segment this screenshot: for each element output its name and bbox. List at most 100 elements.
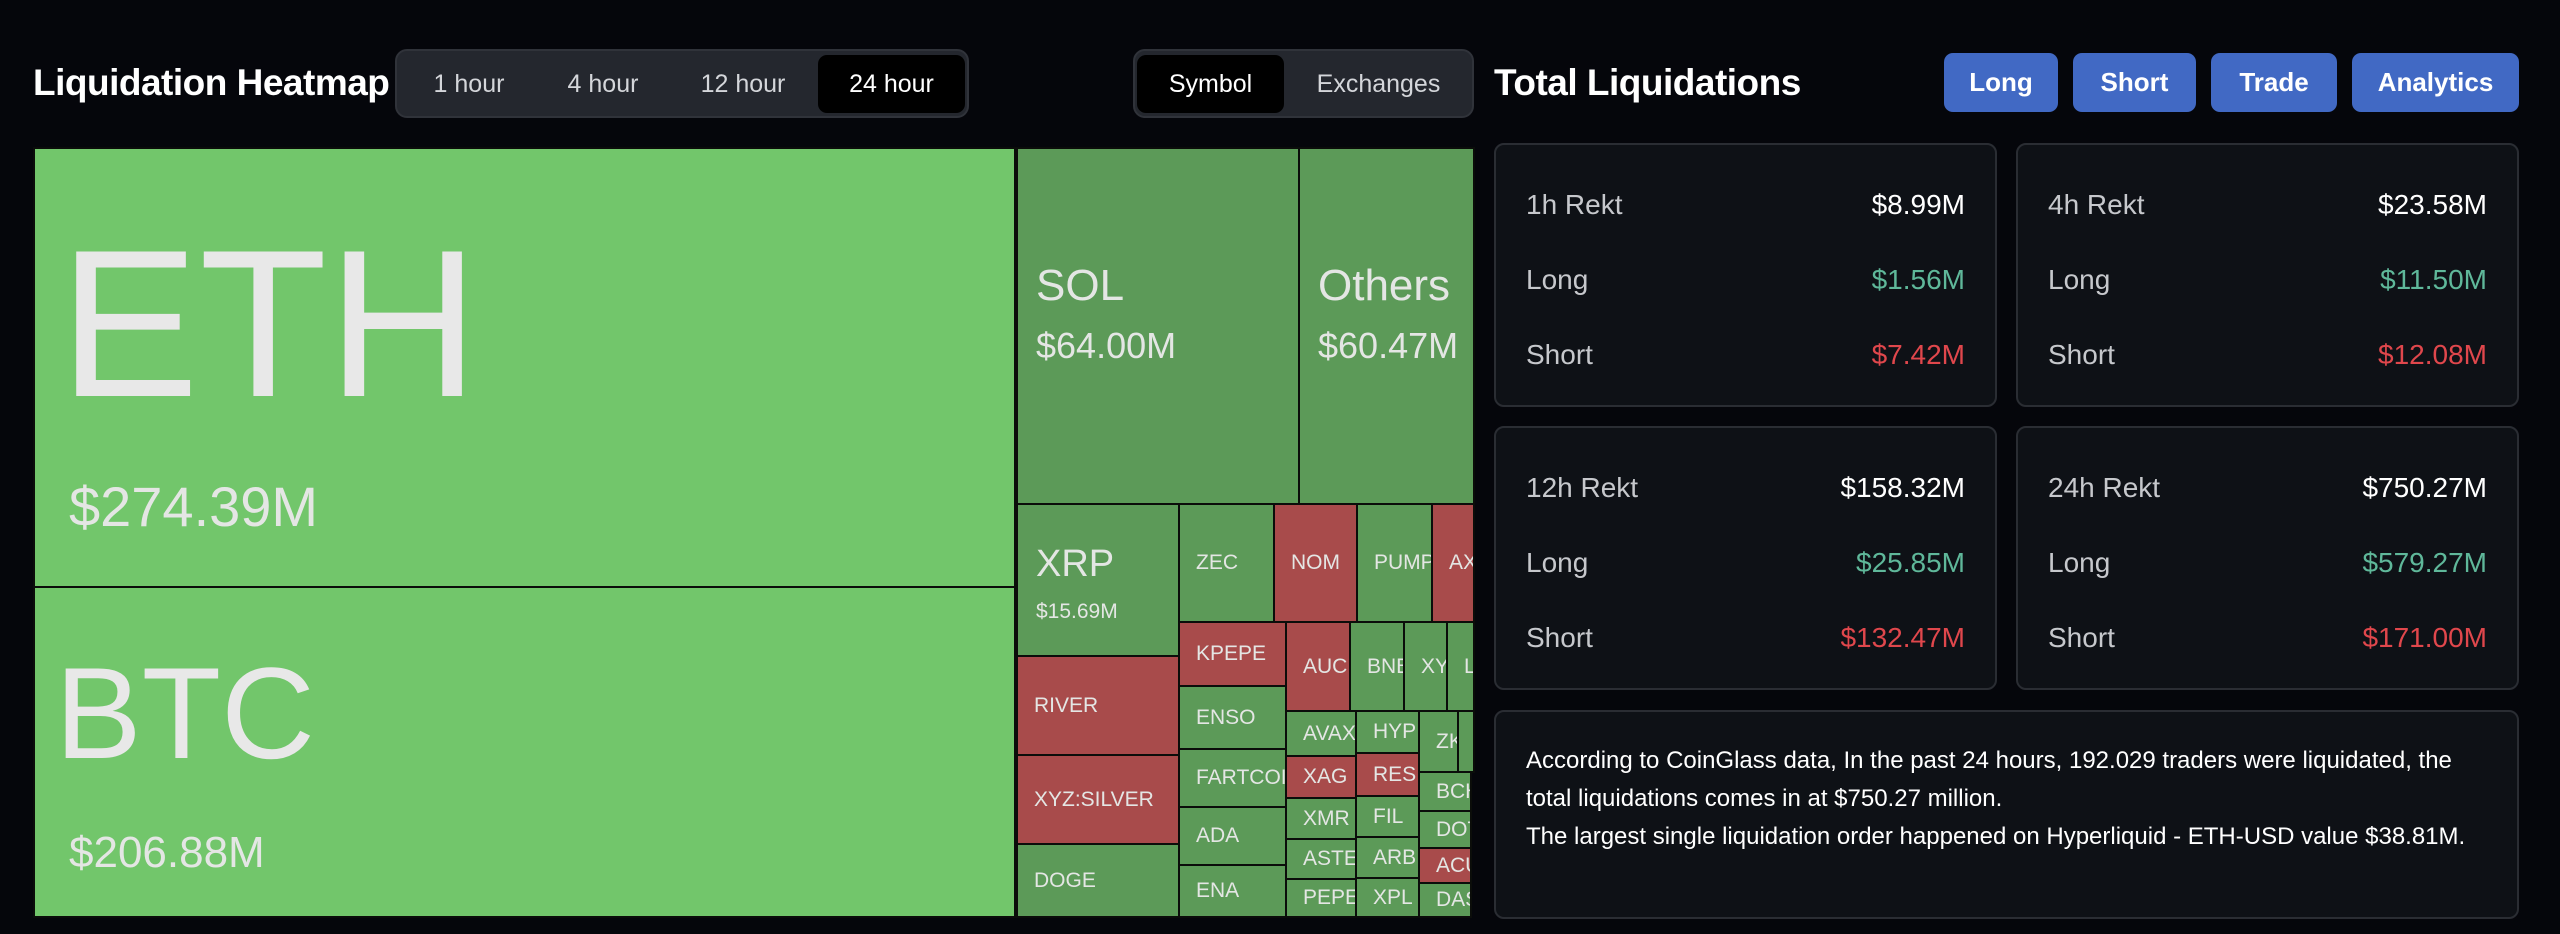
tile-symbol: FIL bbox=[1373, 804, 1404, 828]
tile-symbol: DAS bbox=[1436, 888, 1470, 911]
heatmap-title: Liquidation Heatmap bbox=[33, 62, 390, 103]
trade-button[interactable]: Trade bbox=[2211, 53, 2337, 112]
treemap-tile-xmr[interactable]: XMR bbox=[1285, 797, 1357, 840]
treemap-tile-xyz-silver[interactable]: XYZ:SILVER bbox=[1016, 754, 1180, 845]
tile-symbol: PUMP bbox=[1374, 551, 1433, 574]
tile-symbol: SOL bbox=[1036, 261, 1125, 310]
long-amount: $11.50M bbox=[2380, 264, 2487, 295]
tile-symbol: XPL bbox=[1373, 885, 1413, 909]
treemap-tile-l[interactable]: L bbox=[1446, 621, 1475, 712]
treemap-tile-nom[interactable]: NOM bbox=[1273, 503, 1358, 623]
total-amount: $750.27M bbox=[2362, 472, 2487, 503]
short-label: Short bbox=[2048, 339, 2115, 370]
treemap-tile-hyp[interactable]: HYP bbox=[1355, 710, 1420, 754]
treemap-tile-others[interactable]: Others $60.47M bbox=[1298, 147, 1475, 505]
treemap-tile-zec[interactable]: ZEC bbox=[1178, 503, 1275, 623]
treemap-tile-arb[interactable]: ARB bbox=[1355, 836, 1420, 879]
tile-symbol: RES bbox=[1373, 762, 1417, 786]
treemap-tile-btc[interactable]: BTC $206.88M bbox=[33, 586, 1016, 918]
treemap-tile-zk[interactable]: ZK bbox=[1418, 710, 1459, 773]
total-row: 4h Rekt $23.58M bbox=[2048, 185, 2487, 225]
tab-12-hour[interactable]: 12 hour bbox=[700, 70, 786, 98]
short-button[interactable]: Short bbox=[2073, 53, 2196, 112]
treemap-tile-res[interactable]: RES bbox=[1355, 752, 1420, 797]
short-amount: $12.08M bbox=[2378, 339, 2487, 370]
treemap-tile-fil[interactable]: FIL bbox=[1355, 795, 1420, 838]
treemap-tile-sol[interactable]: SOL $64.00M bbox=[1016, 147, 1300, 505]
treemap-tile-das[interactable]: DAS bbox=[1418, 882, 1472, 918]
long-label: Long bbox=[1526, 264, 1589, 295]
treemap-tile-kpepe[interactable]: KPEPE bbox=[1178, 621, 1287, 687]
treemap-tile-avax[interactable]: AVAX bbox=[1285, 710, 1357, 757]
liquidation-summary: According to CoinGlass data, In the past… bbox=[1494, 710, 2519, 919]
tab-4-hour[interactable]: 4 hour bbox=[567, 70, 639, 98]
treemap-tile-acu[interactable]: ACU bbox=[1418, 847, 1472, 884]
tile-symbol: ENSO bbox=[1196, 705, 1256, 729]
tile-symbol: NOM bbox=[1291, 551, 1340, 574]
treemap-tile-eth[interactable]: ETH $274.39M bbox=[33, 147, 1016, 588]
tile-symbol: ETH bbox=[59, 206, 479, 441]
treemap-tile-bch[interactable]: BCH bbox=[1418, 771, 1472, 812]
tile-symbol: AVAX bbox=[1303, 721, 1356, 745]
long-row: Long $25.85M bbox=[1526, 543, 1965, 583]
rekt-card-1h: 1h Rekt $8.99M Long $1.56M Short $7.42M bbox=[1494, 143, 1997, 407]
total-row: 12h Rekt $158.32M bbox=[1526, 468, 1965, 508]
tile-value: $60.47M bbox=[1318, 325, 1459, 366]
tile-symbol: ASTE bbox=[1303, 847, 1357, 870]
tile-symbol: XYZ:SILVER bbox=[1034, 787, 1154, 811]
liquidation-treemap: ETH $274.39M BTC $206.88M SOL $64.00M Others $6… bbox=[33, 147, 1475, 918]
tile-value: $206.88M bbox=[69, 828, 265, 877]
treemap-tile-ada[interactable]: ADA bbox=[1178, 806, 1287, 866]
tab-24-hour[interactable]: 24 hour bbox=[818, 55, 965, 113]
treemap-tile-pump[interactable]: PUMP bbox=[1356, 503, 1433, 623]
tile-symbol: ZK bbox=[1436, 729, 1457, 753]
treemap-tile-dot[interactable]: DOT bbox=[1418, 810, 1472, 849]
tile-value: $64.00M bbox=[1036, 325, 1177, 366]
tile-value: $15.69M bbox=[1036, 600, 1118, 623]
card-title: 4h Rekt bbox=[2048, 189, 2145, 220]
tile-symbol: ACU bbox=[1436, 853, 1470, 877]
long-row: Long $11.50M bbox=[2048, 260, 2487, 300]
long-row: Long $1.56M bbox=[1526, 260, 1965, 300]
total-amount: $8.99M bbox=[1871, 189, 1965, 220]
tile-symbol: AX bbox=[1449, 551, 1475, 574]
long-amount: $579.27M bbox=[2362, 547, 2487, 578]
treemap-tile-fartcoin[interactable]: FARTCOIN bbox=[1178, 748, 1287, 808]
treemap-tile-auc[interactable]: AUC bbox=[1285, 621, 1351, 712]
tab-symbol[interactable]: Symbol bbox=[1137, 55, 1284, 113]
treemap-tile-xag[interactable]: XAG bbox=[1285, 755, 1357, 799]
tile-symbol: XAG bbox=[1303, 765, 1348, 788]
tile-symbol: PEPE bbox=[1303, 886, 1357, 909]
card-title: 1h Rekt bbox=[1526, 189, 1623, 220]
analytics-button[interactable]: Analytics bbox=[2352, 53, 2519, 112]
short-label: Short bbox=[1526, 622, 1593, 653]
treemap-tile-ax[interactable]: AX bbox=[1431, 503, 1475, 623]
treemap-tile-doge[interactable]: DOGE bbox=[1016, 843, 1180, 918]
treemap-tile-aste[interactable]: ASTE bbox=[1285, 838, 1357, 880]
tile-symbol: ADA bbox=[1196, 824, 1240, 847]
treemap-tile-xpl[interactable]: XPL bbox=[1355, 877, 1420, 918]
treemap-tile-bnb[interactable]: BNB bbox=[1349, 621, 1405, 712]
short-row: Short $132.47M bbox=[1526, 618, 1965, 658]
tab-exchanges[interactable]: Exchanges bbox=[1316, 70, 1441, 98]
treemap-tile-xrp[interactable]: XRP $15.69M bbox=[1016, 503, 1180, 657]
treemap-tile-pepe[interactable]: PEPE bbox=[1285, 878, 1357, 918]
tile-symbol: KPEPE bbox=[1196, 642, 1267, 665]
treemap-tile-unlabeled[interactable] bbox=[1457, 710, 1475, 773]
tile-symbol: ENA bbox=[1196, 879, 1240, 902]
long-label: Long bbox=[2048, 547, 2111, 578]
long-button[interactable]: Long bbox=[1944, 53, 2058, 112]
treemap-tile-enso[interactable]: ENSO bbox=[1178, 685, 1287, 750]
total-liquidations-title: Total Liquidations bbox=[1494, 62, 1801, 103]
treemap-tile-xy[interactable]: XY bbox=[1403, 621, 1448, 712]
tile-symbol: ARB bbox=[1373, 845, 1417, 869]
rekt-card-4h: 4h Rekt $23.58M Long $11.50M Short $12.08M bbox=[2016, 143, 2519, 407]
view-selector: Symbol Exchanges bbox=[1133, 49, 1474, 118]
total-amount: $23.58M bbox=[2378, 189, 2487, 220]
treemap-tile-river[interactable]: RIVER bbox=[1016, 655, 1180, 756]
tab-1-hour[interactable]: 1 hour bbox=[433, 70, 505, 98]
long-label: Long bbox=[2048, 264, 2111, 295]
treemap-tile-ena[interactable]: ENA bbox=[1178, 864, 1287, 918]
summary-line: According to CoinGlass data, In the past… bbox=[1526, 747, 2452, 812]
tile-symbol: DOT bbox=[1436, 817, 1470, 841]
